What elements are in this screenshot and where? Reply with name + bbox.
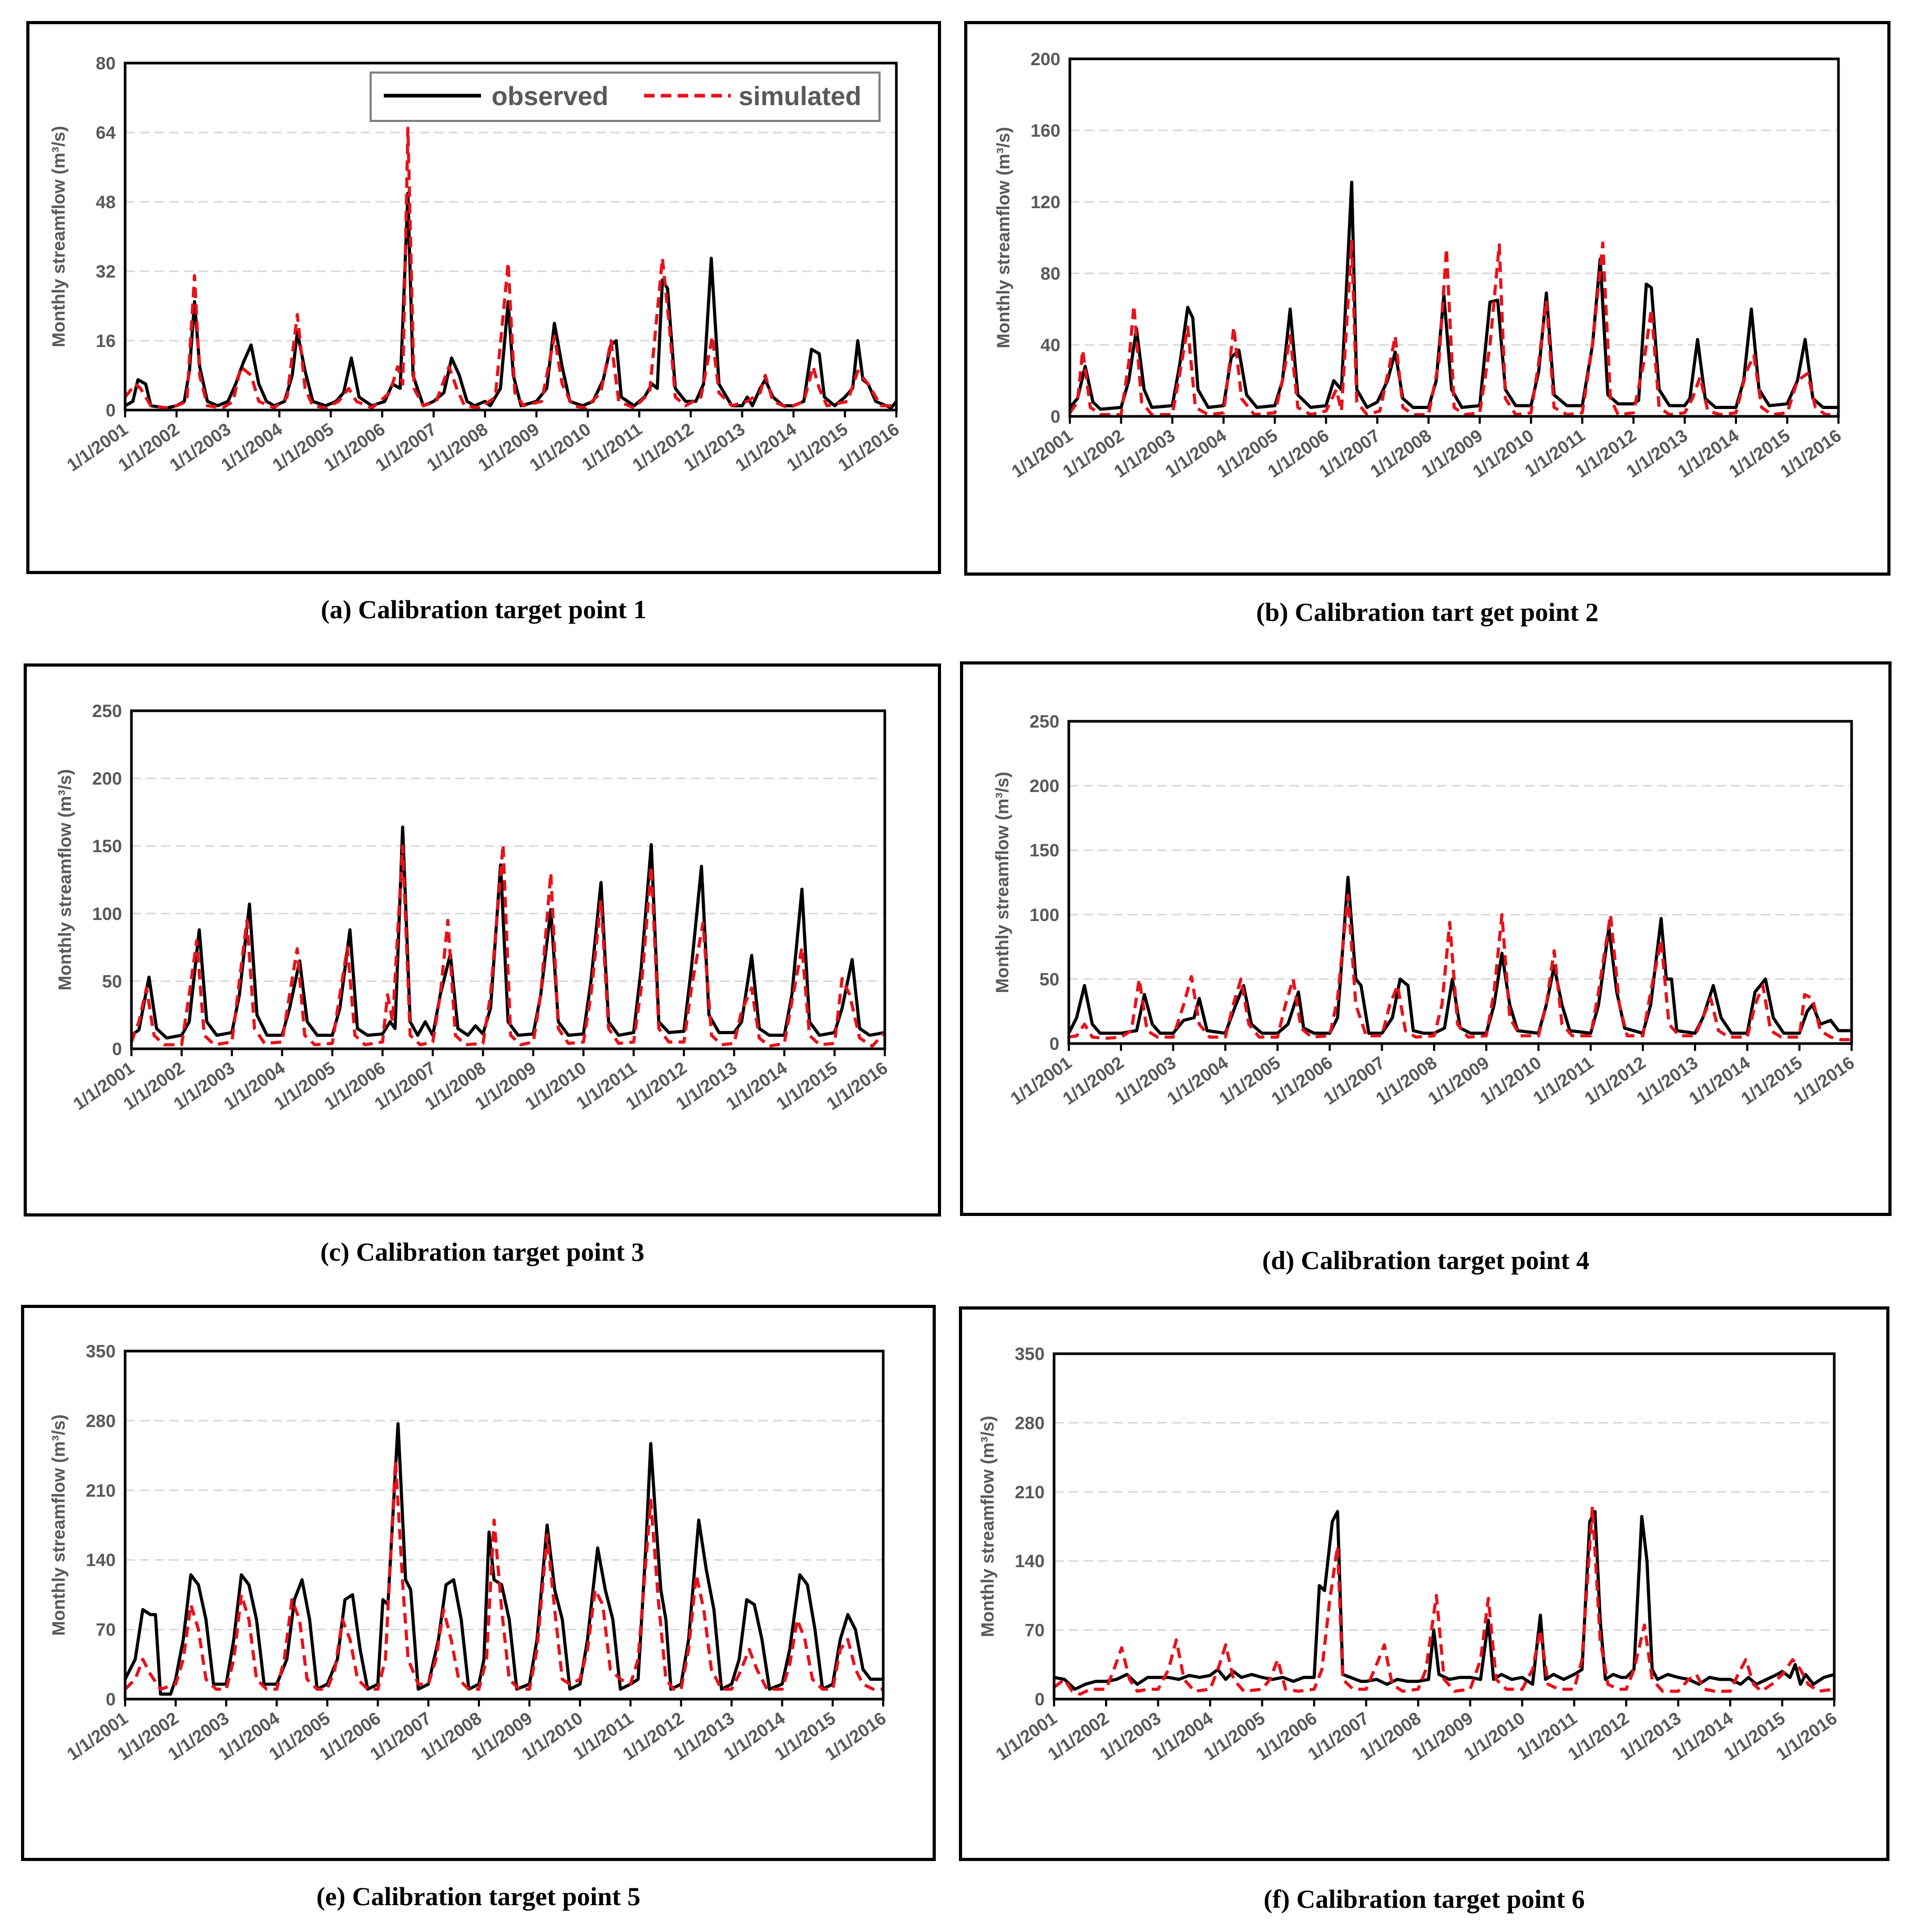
caption-e: (e) Calibration target point 5	[316, 1882, 641, 1911]
y-tick-label: 350	[1015, 1344, 1045, 1364]
legend-simulated-label: simulated	[739, 81, 861, 111]
plot-area	[124, 1350, 885, 1701]
y-tick-label: 80	[1040, 264, 1060, 284]
series-simulated-line	[1053, 1505, 1835, 1696]
y-tick-label: 250	[1029, 712, 1059, 732]
y-tick-label: 64	[96, 123, 116, 143]
series-simulated-line	[130, 843, 886, 1048]
y-axis-label: Monthly streamflow (m³/s)	[978, 1416, 998, 1637]
series-observed-line	[1054, 1510, 1835, 1691]
y-tick-label: 0	[1049, 1034, 1059, 1054]
series-simulated-line	[124, 1459, 883, 1691]
y-axis-label: Monthly streamflow (m³/s)	[993, 772, 1013, 993]
y-axis-label: Monthly streamflow (m³/s)	[49, 1414, 69, 1635]
panel-e-frame	[21, 1305, 936, 1861]
y-tick-label: 140	[86, 1550, 116, 1570]
y-tick-label: 280	[86, 1411, 116, 1431]
y-tick-label: 120	[1030, 192, 1060, 212]
caption-a: (a) Calibration target point 1	[321, 595, 647, 624]
panel-d-frame	[960, 661, 1892, 1216]
plot-area	[124, 62, 898, 412]
y-tick-label: 0	[1035, 1690, 1045, 1710]
series-simulated-line	[1068, 239, 1838, 416]
panel-b-frame	[964, 21, 1890, 576]
y-tick-label: 50	[102, 972, 122, 991]
y-tick-label: 0	[112, 1039, 122, 1059]
series-simulated-line	[124, 126, 896, 410]
y-axis-label: Monthly streamflow (m³/s)	[55, 769, 75, 990]
legend: observed simulated	[370, 71, 881, 122]
plot-area	[1068, 57, 1840, 418]
y-tick-label: 100	[1029, 905, 1059, 925]
y-tick-label: 50	[1039, 969, 1059, 989]
y-tick-label: 210	[1015, 1483, 1045, 1502]
caption-f: (f) Calibration target point 6	[1263, 1884, 1585, 1914]
y-tick-label: 150	[1029, 841, 1059, 861]
series-simulated-line	[1068, 894, 1852, 1041]
y-tick-label: 160	[1030, 121, 1060, 141]
series-observed-line	[124, 1422, 883, 1696]
y-tick-label: 200	[1030, 49, 1060, 69]
y-tick-label: 70	[96, 1620, 116, 1640]
y-tick-label: 16	[96, 331, 116, 351]
legend-observed-label: observed	[492, 81, 608, 111]
panel-c-frame	[24, 663, 941, 1217]
panel-f-frame	[959, 1306, 1889, 1861]
y-axis-label: Monthly streamflow (m³/s)	[49, 126, 69, 347]
y-tick-label: 280	[1015, 1413, 1045, 1433]
y-tick-label: 250	[92, 701, 122, 721]
y-tick-label: 350	[86, 1342, 116, 1362]
plot-area	[1067, 720, 1853, 1045]
y-tick-label: 200	[1029, 776, 1059, 796]
series-observed-line	[130, 825, 885, 1040]
y-tick-label: 48	[96, 192, 116, 212]
y-tick-label: 200	[92, 769, 122, 789]
y-tick-label: 140	[1015, 1551, 1045, 1571]
y-axis-label: Monthly streamflow (m³/s)	[994, 127, 1014, 348]
y-tick-label: 70	[1025, 1621, 1045, 1641]
y-tick-label: 100	[92, 904, 122, 924]
caption-d: (d) Calibration target point 4	[1262, 1245, 1590, 1275]
caption-c: (c) Calibration target point 3	[320, 1237, 645, 1266]
plot-area	[130, 709, 886, 1050]
plot-area	[1052, 1352, 1836, 1701]
y-tick-label: 32	[96, 262, 116, 282]
y-tick-label: 150	[92, 836, 122, 856]
y-tick-label: 0	[106, 1690, 116, 1710]
y-tick-label: 210	[86, 1481, 116, 1501]
y-tick-label: 80	[96, 54, 116, 74]
caption-b: (b) Calibration tart get point 2	[1256, 597, 1599, 627]
y-tick-label: 0	[1050, 407, 1060, 427]
y-tick-label: 40	[1040, 335, 1060, 355]
y-tick-label: 0	[106, 401, 116, 421]
